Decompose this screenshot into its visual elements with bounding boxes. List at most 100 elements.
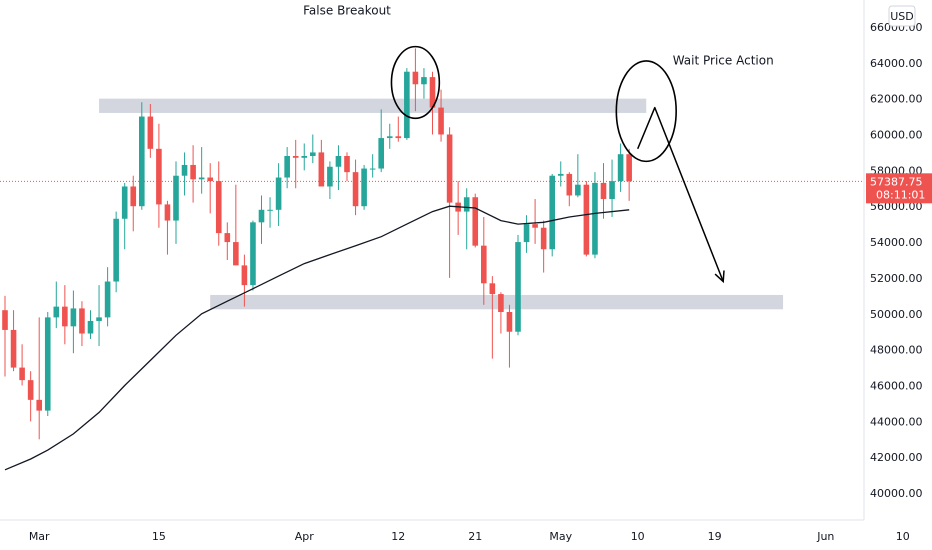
candle [215, 161, 222, 246]
candle [523, 215, 530, 253]
candle-body [36, 399, 42, 411]
candle [104, 267, 111, 327]
candle-body [224, 233, 231, 243]
candle [164, 200, 171, 255]
currency-badge[interactable] [888, 5, 916, 27]
candle [310, 134, 316, 164]
candle-body [318, 152, 325, 187]
price-tick-label: 62000.00 [870, 93, 923, 106]
candle [27, 371, 34, 422]
candle-body [378, 138, 384, 169]
candle-body [472, 197, 479, 246]
candle-body [566, 173, 573, 196]
candle [515, 234, 521, 336]
support-zone [210, 294, 784, 310]
candle-body [540, 227, 547, 250]
candle-body [121, 186, 128, 219]
currency-label: USD [890, 10, 914, 23]
candle [566, 172, 573, 207]
false-breakout-label: False Breakout [303, 3, 391, 17]
candle-body [241, 265, 248, 286]
candle [617, 143, 624, 192]
wait-price-action-circle [615, 60, 677, 163]
candle-body [489, 283, 496, 295]
candle [198, 147, 205, 194]
candle [583, 181, 590, 257]
candle [352, 159, 359, 216]
resistance-zone [99, 98, 647, 113]
zones-layer [99, 98, 784, 310]
price-axis[interactable]: 40000.00 42000.00 44000.00 46000.00 48000.00… [870, 21, 923, 500]
candle-body [592, 182, 598, 255]
candle [489, 276, 496, 359]
candles-layer [2, 48, 632, 440]
candle-body [352, 172, 359, 207]
candle-body [532, 224, 538, 228]
candle [498, 292, 504, 334]
time-tick-label: Apr [295, 530, 315, 543]
time-tick-label: 21 [468, 530, 482, 543]
price-tick-label: 52000.00 [870, 272, 923, 285]
candle-body [395, 136, 402, 139]
candle [62, 285, 68, 345]
candle-body [506, 312, 513, 332]
candle-body [292, 156, 299, 158]
candle-body [2, 310, 8, 330]
candle-body [104, 281, 111, 318]
candle [395, 116, 402, 142]
candle-body [327, 166, 333, 187]
price-tick-label: 56000.00 [870, 200, 923, 213]
candle-body [498, 294, 504, 312]
candle-body [139, 116, 145, 207]
candle [241, 254, 248, 307]
candle [361, 164, 367, 210]
candle-body [44, 317, 51, 411]
candle [156, 123, 162, 228]
candle [181, 152, 188, 196]
candle [130, 175, 137, 232]
price-tick-label: 46000.00 [870, 380, 923, 393]
candle-body [523, 224, 530, 243]
candle-body [198, 177, 205, 180]
candle [19, 344, 25, 386]
candle [53, 281, 60, 329]
time-tick-label: May [549, 530, 572, 543]
candle [609, 159, 615, 217]
candle-body [258, 209, 265, 223]
time-tick-label: 12 [391, 530, 405, 543]
candle [429, 71, 436, 135]
annotations-layer: False Breakout Wait Price Action [303, 3, 774, 67]
candle-body [173, 175, 179, 221]
candle-body [233, 242, 239, 266]
candle-body [310, 152, 316, 156]
false-breakout-circle [390, 45, 441, 120]
candle-body [156, 148, 162, 205]
candle [207, 163, 213, 214]
candle-body [207, 177, 213, 182]
time-tick-label: Mar [29, 530, 50, 543]
time-tick-label: 19 [708, 530, 722, 543]
candle-body [361, 168, 367, 207]
candle [540, 220, 547, 273]
candle-body [557, 173, 564, 176]
candle-body [404, 71, 410, 139]
candle-body [181, 164, 188, 176]
candle [233, 184, 239, 266]
candle [532, 199, 538, 244]
drawings-layer [390, 45, 725, 284]
candle [327, 161, 333, 200]
candle [139, 102, 145, 210]
candle-body [617, 154, 624, 182]
candle-body [19, 367, 25, 381]
candle [557, 161, 564, 187]
arrow-head [714, 270, 725, 284]
candle [412, 48, 419, 112]
candle [472, 193, 479, 248]
candle-body [96, 317, 102, 321]
candle [224, 222, 231, 260]
candle-body [463, 197, 470, 212]
time-axis[interactable]: Mar 15 Apr 12 21 May 10 19 Jun 10 [29, 530, 910, 543]
candle-body [386, 136, 393, 139]
